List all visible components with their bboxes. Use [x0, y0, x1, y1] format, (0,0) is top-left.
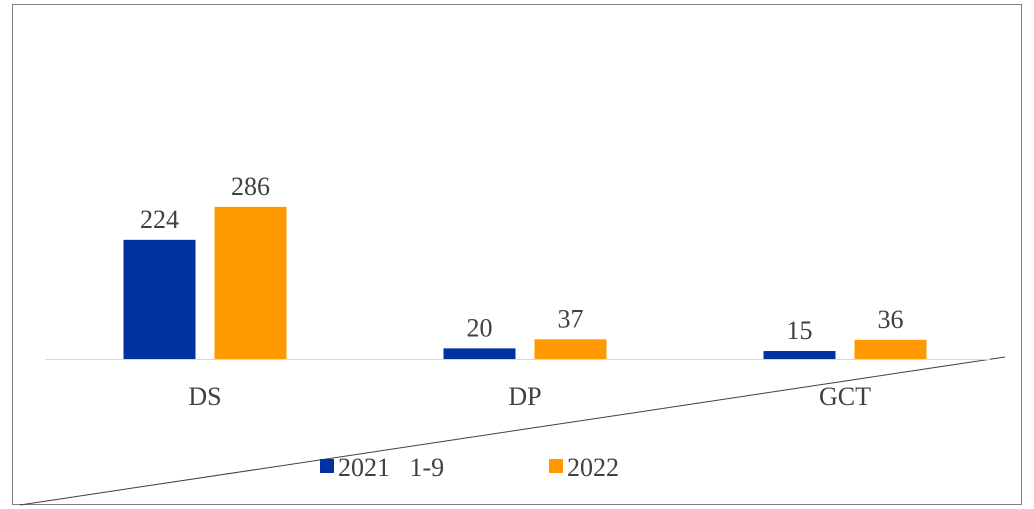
data-label: 15: [787, 316, 813, 345]
x-tick-label: DP: [508, 382, 541, 411]
legend-swatch: [320, 459, 334, 473]
bar: [534, 339, 607, 359]
bar: [763, 351, 836, 359]
data-label: 20: [467, 313, 493, 342]
legend-swatch: [549, 459, 563, 473]
data-label: 36: [878, 305, 904, 334]
data-label: 37: [558, 304, 584, 333]
x-tick-label: GCT: [819, 382, 871, 411]
diagonal-line: [19, 356, 1006, 506]
x-tick-label: DS: [188, 382, 221, 411]
bar: [443, 348, 516, 359]
bar: [123, 239, 196, 359]
legend-label: 2021 1-9: [338, 453, 444, 482]
legend-label: 2022: [567, 453, 619, 482]
bar: [214, 206, 287, 359]
data-label: 286: [231, 172, 270, 201]
bar: [854, 339, 927, 359]
data-label: 224: [140, 205, 179, 234]
